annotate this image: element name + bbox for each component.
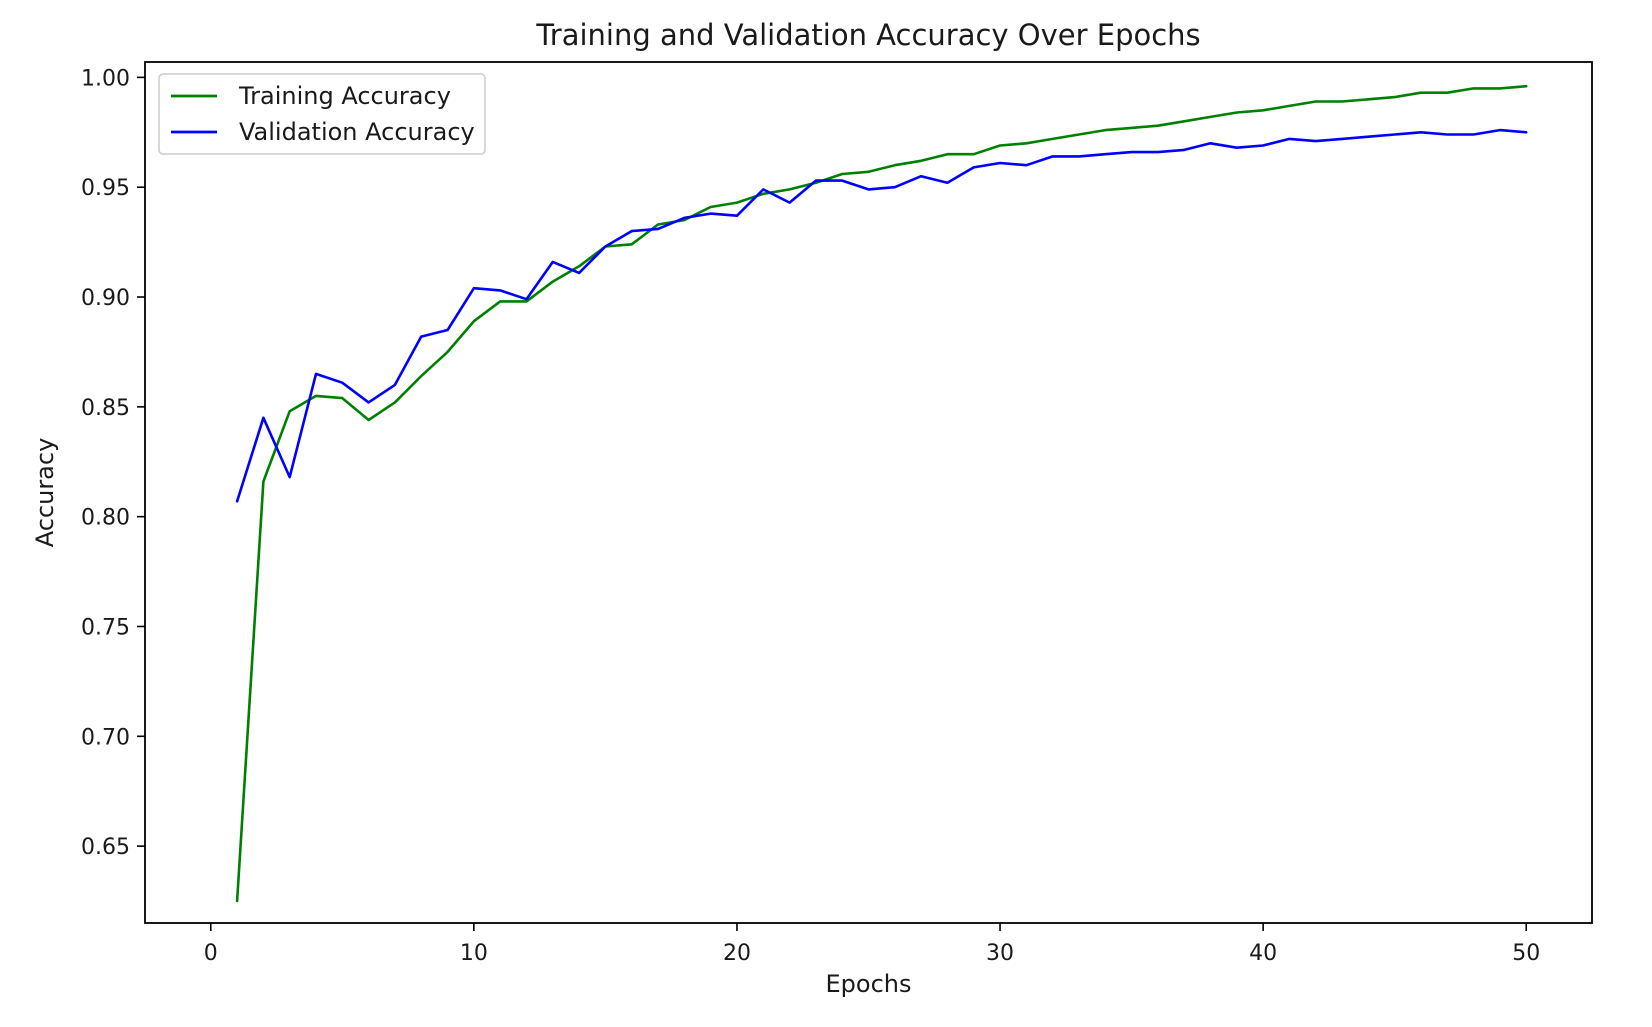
y-tick-label: 0.65 — [81, 835, 130, 860]
y-tick-label: 0.90 — [81, 286, 130, 311]
y-tick-label: 0.75 — [81, 615, 130, 640]
y-axis-label: Accuracy — [31, 438, 59, 548]
legend-entry-label: Training Accuracy — [238, 82, 451, 110]
axes-frame — [144, 61, 1593, 924]
x-tick-label: 40 — [1249, 941, 1277, 966]
legend-box — [158, 73, 486, 155]
y-tick-label: 1.00 — [81, 66, 130, 91]
x-tick-label: 10 — [460, 941, 488, 966]
legend-entry-label: Validation Accuracy — [239, 118, 475, 146]
x-tick-label: 0 — [204, 941, 218, 966]
x-tick-label: 20 — [723, 941, 751, 966]
y-axis: 0.65 0.70 0.75 0.80 0.85 0.90 0.95 1.00 — [81, 66, 145, 860]
x-tick-label: 50 — [1512, 941, 1540, 966]
y-tick-label: 0.85 — [81, 396, 130, 421]
y-tick-label: 0.95 — [81, 176, 130, 201]
y-tick-label: 0.80 — [81, 506, 130, 531]
series-line-training — [235, 84, 1528, 903]
legend: Training Accuracy Validation Accuracy — [158, 73, 486, 155]
y-tick-label: 0.70 — [81, 725, 130, 750]
x-axis: 0 10 20 30 40 50 — [204, 923, 1540, 966]
x-axis-label: Epochs — [826, 970, 912, 998]
x-tick-label: 30 — [986, 941, 1014, 966]
plot-area — [235, 84, 1528, 903]
series-line-validation — [235, 128, 1528, 503]
chart-title: Training and Validation Accuracy Over Ep… — [535, 18, 1200, 52]
